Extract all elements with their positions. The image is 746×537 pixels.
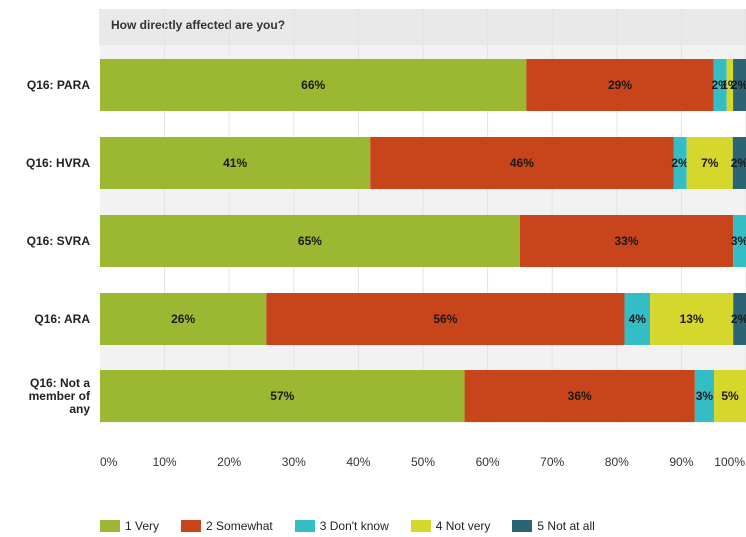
data-label: 2%	[711, 78, 729, 92]
bar-4-not-very	[686, 137, 733, 189]
data-label: 29%	[608, 78, 632, 92]
data-label: 65%	[298, 234, 322, 248]
data-label: 13%	[680, 312, 704, 326]
legend-swatch-dont-know	[294, 520, 315, 532]
bar-5-not-at-all	[733, 59, 746, 111]
x-tick-label: 10%	[153, 455, 177, 469]
legend-swatch-somewhat	[181, 520, 202, 532]
legend-swatch-not-very	[410, 520, 431, 532]
data-label: 2%	[731, 78, 746, 92]
legend-label-not-at-all: 5 Not at all	[537, 519, 595, 533]
legend-item-very: 1 Very	[100, 519, 159, 533]
bar-5-not-at-all	[733, 293, 746, 345]
category-label: any	[69, 402, 90, 416]
x-tick-label: 40%	[346, 455, 370, 469]
data-label: 4%	[629, 312, 647, 326]
bar-2-somewhat	[526, 59, 714, 111]
bar-3-don-t-know	[673, 137, 687, 189]
data-label: 41%	[223, 156, 247, 170]
bar-4-not-very	[726, 59, 734, 111]
legend-label-not-very: 4 Not very	[435, 519, 491, 533]
bar-2-somewhat	[266, 293, 625, 345]
x-tick-label: 90%	[669, 455, 693, 469]
bar-1-very	[100, 370, 465, 422]
data-label: 5%	[721, 389, 739, 403]
category-label: Q16: HVRA	[26, 156, 90, 170]
x-tick-label: 0%	[100, 455, 118, 469]
bar-3-don-t-know	[624, 293, 651, 345]
bar-1-very	[100, 59, 527, 111]
data-label: 3%	[731, 234, 746, 248]
x-tick-label: 100%	[714, 455, 745, 469]
data-label: 7%	[701, 156, 719, 170]
legend-item-not-at-all: 5 Not at all	[512, 519, 595, 533]
category-label: Q16: SVRA	[27, 234, 91, 248]
chart-title: How directly affected are you?	[111, 18, 286, 32]
legend-label-very: 1 Very	[125, 519, 160, 533]
legend-item-not-very: 4 Not very	[410, 519, 491, 533]
data-label: 26%	[171, 312, 195, 326]
data-label: 66%	[301, 78, 325, 92]
bar-2-somewhat	[464, 370, 695, 422]
legend-swatch-not-at-all	[512, 520, 533, 532]
bar-1-very	[100, 137, 371, 189]
bar-3-don-t-know	[694, 370, 715, 422]
legend: 1 Very 2 Somewhat 3 Don't know 4 Not ver…	[100, 519, 595, 533]
bar-2-somewhat	[370, 137, 674, 189]
x-tick-label: 30%	[282, 455, 306, 469]
category-label: member of	[29, 389, 91, 403]
bar-4-not-very	[714, 370, 746, 422]
bar-1-very	[100, 293, 267, 345]
category-label: Q16: PARA	[27, 78, 90, 92]
data-label: 57%	[270, 389, 294, 403]
data-label: 3%	[696, 389, 714, 403]
bar-3-don-t-know	[713, 59, 727, 111]
bar-1-very	[100, 215, 520, 267]
bar-2-somewhat	[519, 215, 734, 267]
data-label: 36%	[568, 389, 592, 403]
bar-3-don-t-know	[733, 215, 746, 267]
legend-swatch-very	[100, 520, 120, 532]
bar-4-not-very	[650, 293, 734, 345]
data-label: 2%	[731, 156, 746, 170]
legend-item-somewhat: 2 Somewhat	[181, 519, 273, 533]
legend-label-somewhat: 2 Somewhat	[206, 519, 273, 533]
legend-label-dont-know: 3 Don't know	[319, 519, 389, 533]
x-tick-label: 70%	[540, 455, 564, 469]
x-tick-label: 50%	[411, 455, 435, 469]
data-label: 56%	[433, 312, 457, 326]
data-label: 33%	[614, 234, 638, 248]
category-label: Q16: Not a	[30, 376, 90, 390]
legend-item-dont-know: 3 Don't know	[294, 519, 389, 533]
x-tick-label: 80%	[605, 455, 629, 469]
x-tick-label: 20%	[217, 455, 241, 469]
x-tick-label: 60%	[476, 455, 500, 469]
bar-5-not-at-all	[732, 137, 746, 189]
data-label: 46%	[510, 156, 534, 170]
category-label: Q16: ARA	[34, 312, 90, 326]
data-label: 2%	[671, 156, 689, 170]
data-label: 2%	[731, 312, 746, 326]
